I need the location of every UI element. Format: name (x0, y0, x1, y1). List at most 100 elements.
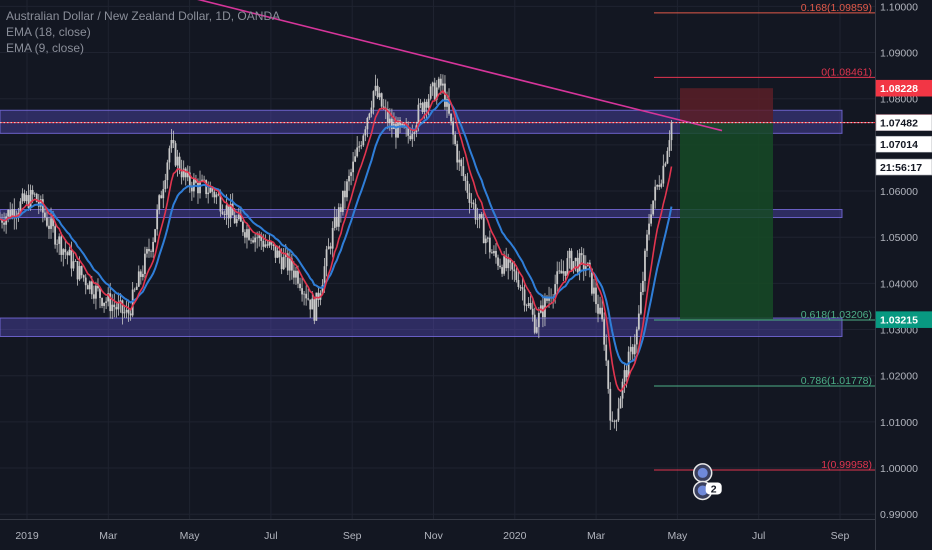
x-tick-label[interactable]: Jul (752, 530, 765, 542)
candle-body (482, 218, 485, 244)
candle-body (133, 289, 136, 291)
fib-level-label: 0.786(1.01778) (801, 375, 872, 387)
symbol-title[interactable]: Australian Dollar / New Zealand Dollar, … (6, 9, 281, 23)
candle-body (356, 147, 359, 157)
y-tick-label[interactable]: 1.00000 (880, 463, 918, 475)
y-tick-label[interactable]: 1.09000 (880, 48, 918, 60)
y-axis-ticks[interactable]: 1.100001.090001.080001.070001.060001.050… (880, 1, 918, 521)
candle-body (597, 304, 599, 314)
candle-body (293, 270, 295, 278)
x-tick-label[interactable]: Mar (99, 530, 118, 542)
position-tool[interactable] (0, 88, 875, 320)
take-profit-zone[interactable] (680, 122, 773, 320)
candle-body (582, 255, 585, 270)
candle-body (348, 175, 350, 182)
candle-body (268, 241, 271, 246)
candle-body (562, 271, 565, 274)
x-tick-label[interactable]: May (667, 530, 688, 542)
y-tick-label[interactable]: 1.02000 (880, 371, 918, 383)
candle-body (201, 179, 203, 182)
candle-body (219, 195, 222, 212)
candle-body (58, 236, 61, 244)
candle-body (546, 297, 548, 301)
events[interactable]: 2 (692, 463, 722, 501)
candle-body (299, 283, 301, 289)
candle-body (368, 113, 371, 118)
candle-body (390, 118, 393, 130)
candle-body (252, 240, 254, 243)
candle-body (374, 85, 377, 92)
x-axis-ticks[interactable]: 2019 Mar May Jul Sep Nov 2020 Mar May Jul Sep (15, 530, 849, 542)
candle-body (127, 309, 130, 314)
candle-body (313, 298, 316, 321)
support-resistance-zone[interactable] (0, 109, 843, 134)
candle-body (131, 289, 134, 316)
candle-body (174, 143, 177, 166)
candle-body (439, 78, 442, 86)
x-tick-label[interactable]: May (180, 530, 201, 542)
candle-body (419, 103, 422, 105)
candle-body (521, 287, 524, 290)
trendline[interactable] (165, 0, 723, 132)
ema18-legend[interactable]: EMA (18, close) (6, 25, 91, 39)
candle-body (472, 202, 475, 205)
candle-body (35, 193, 38, 202)
candle-body (254, 237, 257, 243)
candle-body (282, 256, 285, 270)
candle-body (468, 192, 471, 203)
y-tick-label[interactable]: 1.04000 (880, 278, 918, 290)
candle-body (509, 259, 512, 263)
y-tick-label[interactable]: 1.01000 (880, 417, 918, 429)
x-tick-label[interactable]: 2020 (503, 530, 527, 542)
candle-body (215, 194, 218, 198)
candle-body (229, 203, 232, 219)
candle-body (97, 285, 99, 289)
price-badge-text: 21:56:17 (880, 162, 922, 174)
y-tick-label[interactable]: 1.10000 (880, 1, 918, 13)
candle-body (84, 277, 87, 286)
candle-body (401, 123, 403, 126)
candle-body (425, 101, 428, 108)
candle-body (590, 268, 593, 294)
candle-body (241, 221, 244, 233)
price-badge (875, 311, 932, 328)
support-resistance-zone[interactable] (0, 209, 843, 219)
candle-body (68, 249, 71, 256)
candle-body (558, 270, 561, 272)
ema9-legend[interactable]: EMA (9, close) (6, 41, 85, 55)
y-tick-label[interactable]: 1.08000 (880, 94, 918, 106)
candle-body (568, 250, 571, 259)
candle-body (376, 85, 379, 98)
x-tick-label[interactable]: Nov (424, 530, 443, 542)
support-resistance-zone[interactable] (0, 317, 843, 337)
stop-loss-zone[interactable] (680, 88, 773, 123)
price-badges: 1.082281.074841.074821.0701421:56:171.03… (875, 79, 932, 328)
candle-body (442, 83, 444, 86)
candle-body (395, 123, 397, 138)
zones[interactable] (0, 109, 843, 337)
candle-body (137, 271, 140, 287)
x-tick-label[interactable]: 2019 (15, 530, 39, 542)
candle-body (256, 237, 259, 239)
candle-body (405, 127, 408, 128)
x-tick-label[interactable]: Sep (343, 530, 362, 542)
y-tick-label[interactable]: 0.99000 (880, 509, 918, 521)
candle-body (417, 104, 420, 126)
candle-body (505, 256, 508, 269)
fibonacci-levels[interactable]: 0.168(1.09859) 0(1.08461) 0.618(1.03206) 0.… (654, 2, 875, 471)
candle-body (358, 146, 361, 148)
x-tick-label[interactable]: Mar (587, 530, 606, 542)
x-tick-label[interactable]: Jul (264, 530, 277, 542)
candle-body (248, 229, 250, 240)
candle-body (523, 289, 526, 306)
y-tick-label[interactable]: 1.05000 (880, 232, 918, 244)
candle-body (54, 226, 57, 245)
candle-body (17, 212, 20, 216)
candle-body (274, 246, 277, 258)
y-tick-label[interactable]: 1.06000 (880, 186, 918, 198)
fib-level-label: 0(1.08461) (821, 66, 872, 78)
x-tick-label[interactable]: Sep (831, 530, 850, 542)
candle-body (82, 275, 85, 278)
candle-body (595, 287, 597, 305)
